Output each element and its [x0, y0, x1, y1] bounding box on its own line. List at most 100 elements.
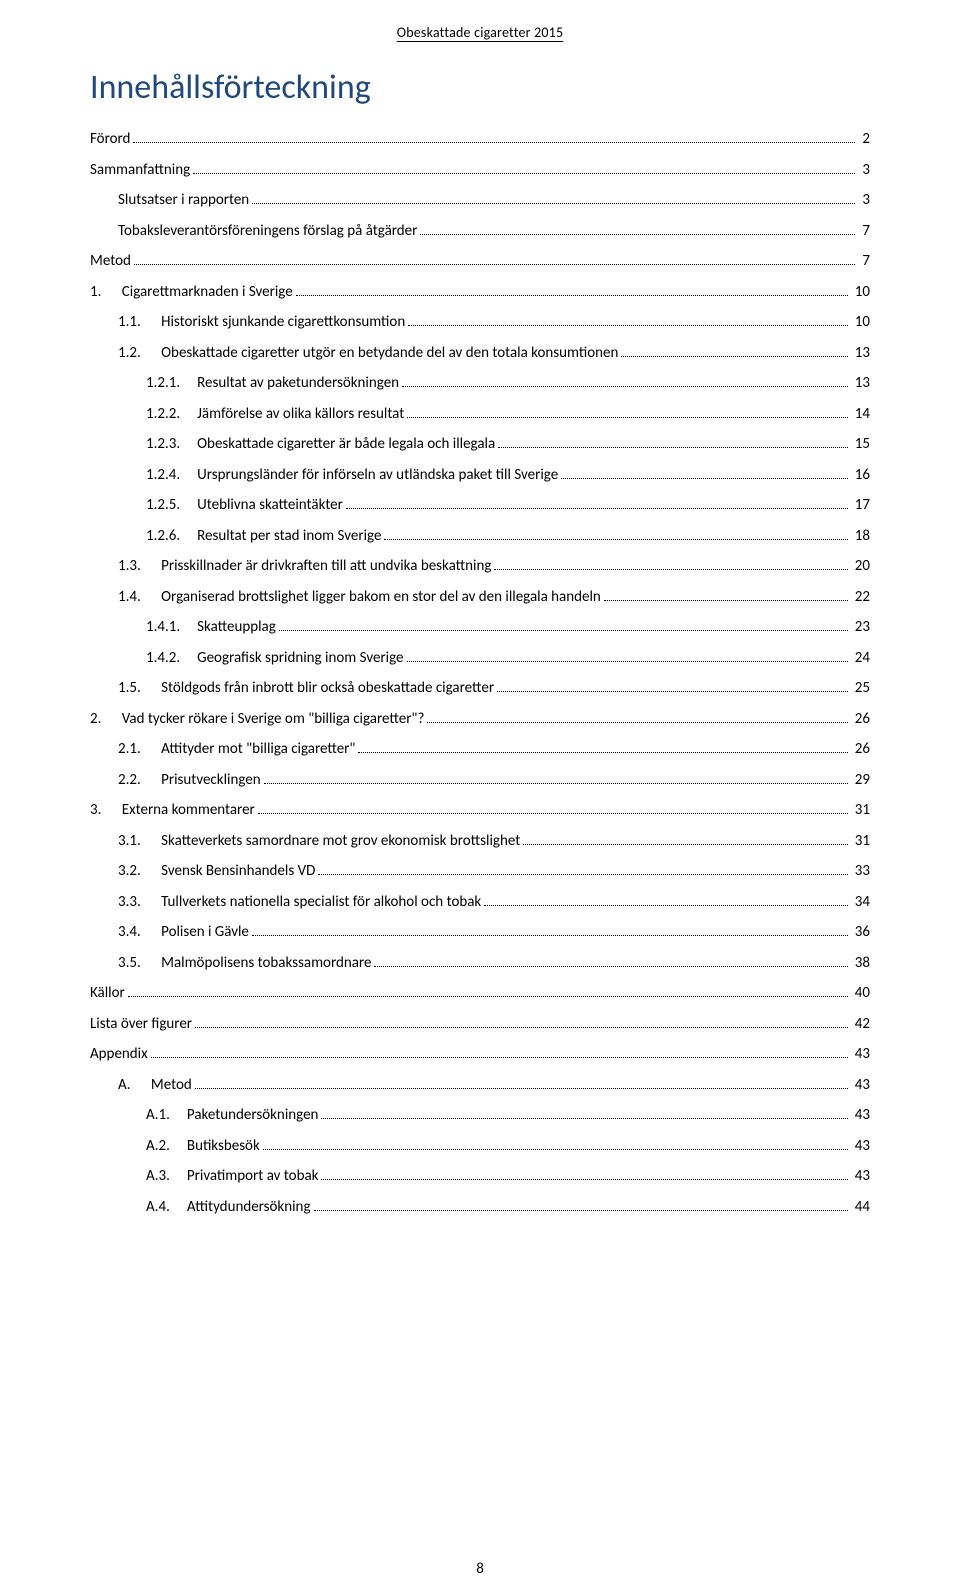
- toc-entry[interactable]: 3.1. Skatteverkets samordnare mot grov e…: [118, 830, 870, 853]
- toc-leader: [318, 862, 847, 875]
- toc-entry[interactable]: Metod7: [90, 250, 870, 273]
- toc-entry-page: 7: [858, 250, 870, 273]
- toc-entry[interactable]: 1.2.2. Jämförelse av olika källors resul…: [146, 403, 870, 426]
- toc-entry[interactable]: A.4. Attitydundersökning44: [146, 1196, 870, 1219]
- toc-entry[interactable]: 1.2.1. Resultat av paketundersökningen13: [146, 372, 870, 395]
- toc-entry-page: 15: [851, 433, 870, 456]
- toc-leader: [321, 1167, 847, 1180]
- toc-entry[interactable]: 1. Cigarettmarknaden i Sverige10: [90, 281, 870, 304]
- toc-leader: [604, 588, 848, 601]
- toc-entry-number: A.: [118, 1074, 151, 1097]
- toc-entry[interactable]: Källor40: [90, 982, 870, 1005]
- toc-entry-page: 22: [851, 586, 870, 609]
- toc-entry[interactable]: A.2. Butiksbesök43: [146, 1135, 870, 1158]
- toc-entry[interactable]: 2.2. Prisutvecklingen29: [118, 769, 870, 792]
- toc-entry[interactable]: Förord 2: [90, 128, 870, 151]
- toc-leader: [346, 496, 848, 509]
- toc-leader: [151, 1045, 848, 1058]
- toc-entry[interactable]: 1.2.3. Obeskattade cigaretter är både le…: [146, 433, 870, 456]
- toc-entry-page: 43: [851, 1043, 870, 1066]
- toc-entry-text: Metod: [151, 1074, 193, 1097]
- toc-entry[interactable]: 1.2.6. Resultat per stad inom Sverige18: [146, 525, 870, 548]
- toc-entry-number: A.3.: [146, 1165, 187, 1188]
- toc-leader: [263, 1137, 848, 1150]
- toc-entry-page: 44: [851, 1196, 870, 1219]
- toc-entry[interactable]: 1.3. Prisskillnader är drivkraften till …: [118, 555, 870, 578]
- toc-entry[interactable]: 3.5. Malmöpolisens tobakssamordnare38: [118, 952, 870, 975]
- toc-entry-page: 43: [851, 1104, 870, 1127]
- toc-entry[interactable]: A.1. Paketundersökningen43: [146, 1104, 870, 1127]
- toc-entry-text: Förord: [90, 128, 131, 151]
- toc-entry-number: 3.3.: [118, 891, 161, 914]
- toc-entry-page: 10: [851, 281, 870, 304]
- toc-leader: [258, 801, 848, 814]
- toc-entry-page: 7: [858, 220, 870, 243]
- toc-leader: [523, 832, 848, 845]
- toc-entry-text: Tobaksleverantörsföreningens förslag på …: [118, 220, 418, 243]
- toc-entry[interactable]: 3. Externa kommentarer31: [90, 799, 870, 822]
- toc-entry-number: 1.5.: [118, 677, 161, 700]
- toc-entry[interactable]: 2. Vad tycker rökare i Sverige om "billi…: [90, 708, 870, 731]
- toc-leader: [133, 130, 855, 143]
- toc-entry-text: Lista över figurer: [90, 1013, 193, 1036]
- toc-leader: [427, 710, 847, 723]
- toc-entry-page: 20: [851, 555, 870, 578]
- toc-entry[interactable]: Slutsatser i rapporten3: [118, 189, 870, 212]
- toc-entry[interactable]: 1.4.2. Geografisk spridning inom Sverige…: [146, 647, 870, 670]
- toc-entry-page: 43: [851, 1165, 870, 1188]
- toc-entry[interactable]: 1.2.4. Ursprungsländer för införseln av …: [146, 464, 870, 487]
- toc-leader: [134, 252, 856, 265]
- document-page: Obeskattade cigaretter 2015 Innehållsför…: [0, 0, 960, 1596]
- toc-entry-text: Obeskattade cigaretter utgör en betydand…: [161, 342, 619, 365]
- toc-entry[interactable]: 1.2. Obeskattade cigaretter utgör en bet…: [118, 342, 870, 365]
- toc-entry[interactable]: 1.4.1. Skatteupplag23: [146, 616, 870, 639]
- toc-entry[interactable]: 1.2.5. Uteblivna skatteintäkter17: [146, 494, 870, 517]
- toc-entry[interactable]: Tobaksleverantörsföreningens förslag på …: [118, 220, 870, 243]
- toc-entry[interactable]: Appendix 43: [90, 1043, 870, 1066]
- toc-entry-page: 17: [851, 494, 870, 517]
- toc-entry-number: 1.4.2.: [146, 647, 197, 670]
- toc-entry-number: 2.: [90, 708, 122, 731]
- toc-entry-text: Ursprungsländer för införseln av utländs…: [197, 464, 559, 487]
- toc-leader: [621, 344, 847, 357]
- toc-entry-text: Tullverkets nationella specialist för al…: [161, 891, 482, 914]
- toc-entry-number: 3.2.: [118, 860, 161, 883]
- toc-entry-number: 1.2.2.: [146, 403, 197, 426]
- toc-entry-page: 38: [851, 952, 870, 975]
- toc-entry-number: 1.2.5.: [146, 494, 197, 517]
- toc-entry[interactable]: A.3. Privatimport av tobak43: [146, 1165, 870, 1188]
- toc-leader: [407, 405, 848, 418]
- toc-entry-text: Appendix: [90, 1043, 149, 1066]
- toc-leader: [484, 893, 848, 906]
- toc-entry-text: Attitydundersökning: [187, 1196, 312, 1219]
- toc-entry-page: 10: [851, 311, 870, 334]
- toc-entry-number: A.2.: [146, 1135, 187, 1158]
- toc-entry-page: 2: [858, 128, 870, 151]
- toc-entry-text: Skatteupplag: [197, 616, 277, 639]
- toc-entry-text: Geografisk spridning inom Sverige: [197, 647, 404, 670]
- toc-entry-page: 36: [851, 921, 870, 944]
- toc-entry[interactable]: 3.4. Polisen i Gävle36: [118, 921, 870, 944]
- toc-leader: [561, 466, 848, 479]
- toc-entry[interactable]: A. Metod43: [118, 1074, 870, 1097]
- toc-entry[interactable]: 2.1. Attityder mot "billiga cigaretter"2…: [118, 738, 870, 761]
- toc-entry-page: 26: [851, 738, 870, 761]
- toc-leader: [195, 1076, 848, 1089]
- toc-entry[interactable]: 3.3. Tullverkets nationella specialist f…: [118, 891, 870, 914]
- toc-entry-page: 13: [851, 342, 870, 365]
- toc-entry[interactable]: 3.2. Svensk Bensinhandels VD33: [118, 860, 870, 883]
- toc-entry-text: Organiserad brottslighet ligger bakom en…: [161, 586, 602, 609]
- toc-entry[interactable]: 1.4. Organiserad brottslighet ligger bak…: [118, 586, 870, 609]
- toc-entry[interactable]: 1.5. Stöldgods från inbrott blir också o…: [118, 677, 870, 700]
- toc-entry-text: Obeskattade cigaretter är både legala oc…: [197, 433, 496, 456]
- toc-entry-text: Svensk Bensinhandels VD: [161, 860, 316, 883]
- toc-entry-text: Prisutvecklingen: [161, 769, 262, 792]
- toc-entry[interactable]: Sammanfattning3: [90, 159, 870, 182]
- toc-entry[interactable]: 1.1. Historiskt sjunkande cigarettkonsum…: [118, 311, 870, 334]
- toc-leader: [321, 1106, 847, 1119]
- toc-leader: [193, 161, 855, 174]
- toc-entry-page: 34: [851, 891, 870, 914]
- toc-entry-page: 26: [851, 708, 870, 731]
- table-of-contents: Förord 2 Sammanfattning3 Slutsatser i rappo…: [90, 128, 870, 1218]
- toc-entry[interactable]: Lista över figurer42: [90, 1013, 870, 1036]
